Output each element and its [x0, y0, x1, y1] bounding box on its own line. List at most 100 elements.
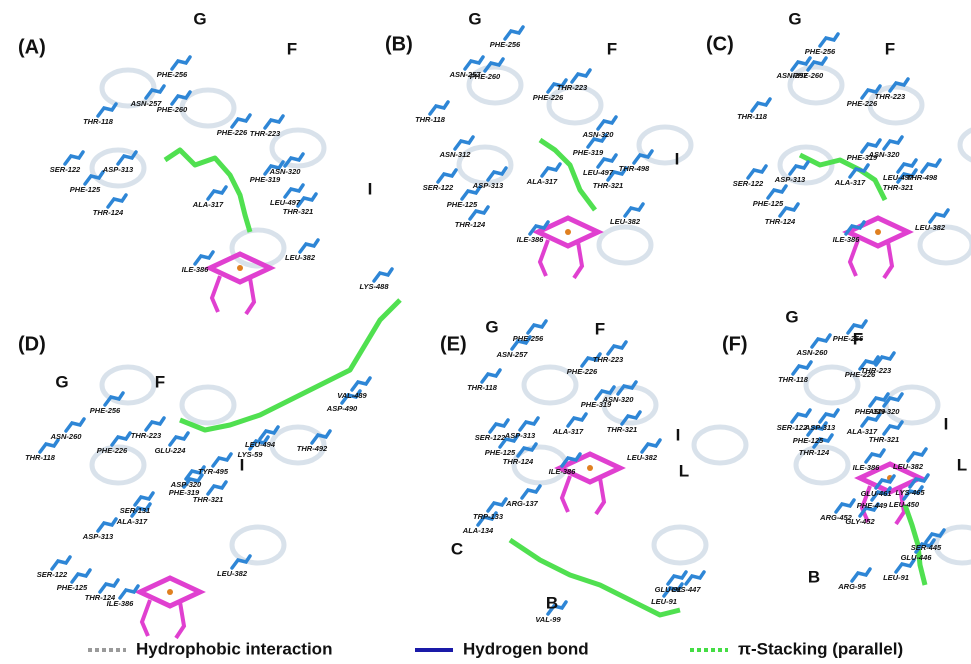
residue-stick [482, 370, 500, 382]
helix [182, 387, 234, 423]
residue-label: ALA-317 [192, 200, 224, 209]
region-label: G [788, 9, 801, 28]
residue-stick [208, 482, 226, 494]
residue-label: THR-124 [93, 208, 124, 217]
residue-stick [568, 414, 586, 426]
residue-label: THR-118 [83, 117, 114, 126]
helix [960, 127, 971, 163]
residue-stick [898, 160, 916, 172]
region-label: C [451, 539, 463, 558]
residue-stick [608, 342, 626, 354]
residue-label: THR-124 [799, 448, 830, 457]
residue-label: PHE-260 [157, 105, 188, 114]
panel-3: LYS-488VAL-489ASP-490THR-492LEU-494LYS-5… [18, 269, 400, 638]
residue-stick [300, 240, 318, 252]
residue-label: SER-445 [911, 543, 942, 552]
residue-label: PHE-260 [470, 72, 501, 81]
residue-label: LEU-382 [915, 223, 946, 232]
helix [232, 527, 284, 563]
residue-label: PHE-125 [485, 448, 516, 457]
helix [599, 227, 651, 263]
residue-stick [108, 195, 126, 207]
residue-stick [752, 99, 770, 111]
ligand [180, 300, 400, 430]
region-label: I [675, 149, 680, 168]
residue-label: LEU-382 [627, 453, 658, 462]
residue-label: THR-118 [25, 453, 56, 462]
residue-stick [876, 476, 894, 488]
residue-label: ASP-313 [82, 532, 114, 541]
residue-label: SER-122 [37, 570, 68, 579]
residue-label: VAL-489 [337, 391, 367, 400]
panel-4: PHE-256ASN-257THR-223PHE-226THR-118ASN-3… [440, 317, 746, 624]
iron [565, 229, 571, 235]
residue-label: SER-122 [50, 165, 81, 174]
legend-label: Hydrogen bond [463, 639, 589, 658]
residue-stick [922, 160, 940, 172]
residue-stick [930, 210, 948, 222]
residue-label: THR-223 [250, 129, 281, 138]
residue-label: LYS-447 [671, 585, 701, 594]
residue-label: PHE-260 [793, 71, 824, 80]
residue-stick [505, 27, 523, 39]
residue-stick [908, 449, 926, 461]
region-label: L [957, 455, 967, 474]
residue-stick [884, 422, 902, 434]
residue-label: ALA-317 [116, 517, 148, 526]
residue-stick [836, 500, 854, 512]
region-label: G [468, 9, 481, 28]
residue-label: ASN-260 [796, 348, 829, 357]
residue-label: PHE-125 [753, 199, 784, 208]
residue-label: ASN-320 [868, 407, 901, 416]
residue-label: ASN-257 [496, 350, 529, 359]
residue-label: PHE-256 [513, 334, 544, 343]
panel-label: (B) [385, 33, 413, 55]
residue-label: ASN-320 [582, 130, 615, 139]
helix [920, 227, 971, 263]
residue-label: ASP-313 [472, 181, 504, 190]
region-label: F [287, 39, 297, 58]
residue-label: ALA-134 [462, 526, 494, 535]
region-label: I [676, 425, 681, 444]
residue-label: PHE-125 [70, 185, 101, 194]
residue-stick [232, 115, 250, 127]
legend-label: Hydrophobic interaction [136, 639, 332, 658]
residue-stick [120, 586, 138, 598]
residue-label: THR-118 [415, 115, 446, 124]
residue-stick [298, 194, 316, 206]
iron [875, 229, 881, 235]
residue-stick [98, 104, 116, 116]
residue-label: THR-118 [467, 383, 498, 392]
figure: PHE-256 ASN-257 PHE-260 PHE-226 THR-223 THR-1… [0, 0, 971, 664]
residue-label: GLY-452 [845, 517, 875, 526]
residue-label: LEU-497 [270, 198, 301, 207]
residue-stick [455, 137, 473, 149]
residue-label: THR-124 [765, 217, 796, 226]
region-label: B [808, 567, 820, 586]
residue-label: THR-118 [737, 112, 768, 121]
residue-label: LEU-497 [583, 168, 614, 177]
residue-stick [884, 137, 902, 149]
panel-label: (A) [18, 36, 46, 58]
region-label: B [546, 593, 558, 612]
region-label: F [595, 319, 605, 338]
residue-label: GLU-446 [901, 553, 933, 562]
residue-label: SER-122 [777, 423, 808, 432]
residue-label: PHE-226 [97, 446, 128, 455]
region-label: I [240, 455, 245, 474]
iron [587, 465, 593, 471]
residue-label: ALA-317 [834, 178, 866, 187]
heme-tail [850, 240, 892, 278]
residue-label: LEU-91 [883, 573, 909, 582]
heme-tail [142, 600, 184, 638]
region-label: L [679, 461, 689, 480]
residue-label: ASP-313 [804, 423, 836, 432]
region-label: I [944, 414, 949, 433]
panel-label: (E) [440, 333, 467, 355]
region-label: G [485, 317, 498, 336]
residue-label: PHE-319 [250, 175, 281, 184]
residue-label: PHE-256 [805, 47, 836, 56]
residue-label: THR-321 [193, 495, 223, 504]
residue-label: PHE-226 [567, 367, 598, 376]
